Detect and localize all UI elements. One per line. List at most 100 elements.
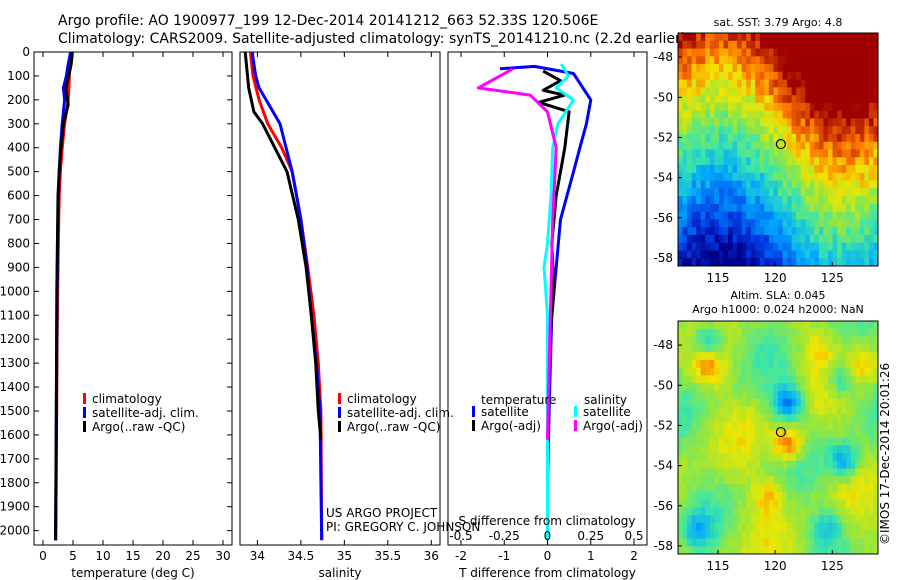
- map-cell: [796, 507, 802, 516]
- map-cell: [846, 515, 852, 524]
- map-cell: [718, 367, 724, 376]
- map-cell: [873, 219, 879, 228]
- map-cell: [682, 530, 688, 539]
- map-cell: [746, 165, 752, 174]
- map-cell: [809, 87, 815, 96]
- map-cell: [700, 157, 706, 166]
- map-cell: [759, 522, 765, 532]
- map-cell: [841, 453, 847, 462]
- x-axis-label: salinity: [318, 566, 361, 580]
- map-cell: [859, 64, 865, 73]
- map-cell: [768, 250, 774, 259]
- map-cell: [841, 149, 847, 158]
- x-tick-label: 36: [424, 549, 439, 563]
- map-cell: [728, 344, 734, 353]
- map-cell: [691, 157, 697, 166]
- map-cell: [755, 64, 761, 73]
- map-cell: [828, 460, 834, 470]
- map-cell: [814, 398, 820, 407]
- map-cell: [705, 64, 711, 73]
- map-cell: [823, 118, 829, 127]
- map-cell: [809, 414, 815, 423]
- map-cell: [823, 499, 829, 508]
- map-cell: [873, 48, 879, 57]
- map-cell: [814, 507, 820, 516]
- map-cell: [755, 359, 761, 369]
- y-tick-label: 1300: [0, 356, 30, 370]
- map-cell: [737, 460, 743, 470]
- map-cell: [823, 211, 829, 220]
- map-cell: [846, 133, 852, 143]
- map-cell: [691, 95, 697, 104]
- map-cell: [741, 321, 747, 330]
- map-cell: [723, 79, 729, 88]
- map-cell: [696, 157, 702, 166]
- map-cell: [782, 530, 788, 539]
- map-cell: [864, 507, 870, 516]
- map-cell: [741, 242, 747, 251]
- map-cell: [714, 64, 720, 73]
- map-cell: [868, 328, 874, 338]
- map-cell: [828, 321, 834, 330]
- map-cell: [746, 40, 752, 50]
- map-cell: [787, 499, 793, 508]
- map-cell: [759, 196, 765, 205]
- map-cell: [800, 172, 806, 182]
- map-cell: [864, 352, 870, 361]
- map-cell: [809, 133, 815, 143]
- map-cell: [728, 398, 734, 407]
- map-cell: [687, 515, 693, 524]
- map-cell: [787, 437, 793, 446]
- map-cell: [800, 491, 806, 501]
- map-cell: [828, 203, 834, 213]
- legend-label: satellite-adj. clim.: [92, 406, 199, 420]
- map-cell: [714, 359, 720, 369]
- map-cell: [809, 172, 815, 182]
- map-cell: [700, 102, 706, 112]
- map-cell: [855, 250, 861, 259]
- map-cell: [741, 453, 747, 462]
- map-cell: [741, 375, 747, 384]
- map-cell: [714, 33, 720, 42]
- map-cell: [837, 180, 843, 189]
- map-cell: [841, 491, 847, 501]
- map-cell: [678, 429, 684, 438]
- map-cell: [696, 141, 702, 150]
- map-cell: [764, 476, 770, 485]
- map-cell: [800, 468, 806, 477]
- map-cell: [705, 102, 711, 112]
- map-cell: [773, 406, 779, 415]
- map-cell: [682, 491, 688, 501]
- map-cell: [805, 79, 811, 88]
- map-cell: [755, 530, 761, 539]
- map-cell: [732, 48, 738, 57]
- map-cell: [709, 460, 715, 470]
- map-cell: [837, 250, 843, 259]
- map-cell: [823, 242, 829, 251]
- map-cell: [787, 126, 793, 135]
- map-cell: [814, 126, 820, 135]
- map-cell: [705, 406, 711, 415]
- map-cell: [768, 328, 774, 338]
- map-cell: [723, 203, 729, 213]
- map-cell: [800, 219, 806, 228]
- map-cell: [705, 414, 711, 423]
- map-cell: [850, 359, 856, 369]
- map-cell: [700, 33, 706, 42]
- map-cell: [714, 118, 720, 127]
- map-cell: [823, 476, 829, 485]
- map-cell: [709, 468, 715, 477]
- map-cell: [714, 476, 720, 485]
- map-cell: [809, 203, 815, 213]
- map-cell: [709, 118, 715, 127]
- map-cell: [796, 530, 802, 539]
- map-cell: [718, 258, 724, 267]
- map-cell: [682, 211, 688, 220]
- map-cell: [714, 383, 720, 392]
- map-cell: [868, 64, 874, 73]
- map-cell: [805, 56, 811, 65]
- map-cell: [718, 126, 724, 135]
- map-cell: [855, 196, 861, 205]
- map-cell: [782, 102, 788, 112]
- x-tick-label: 15: [125, 549, 140, 563]
